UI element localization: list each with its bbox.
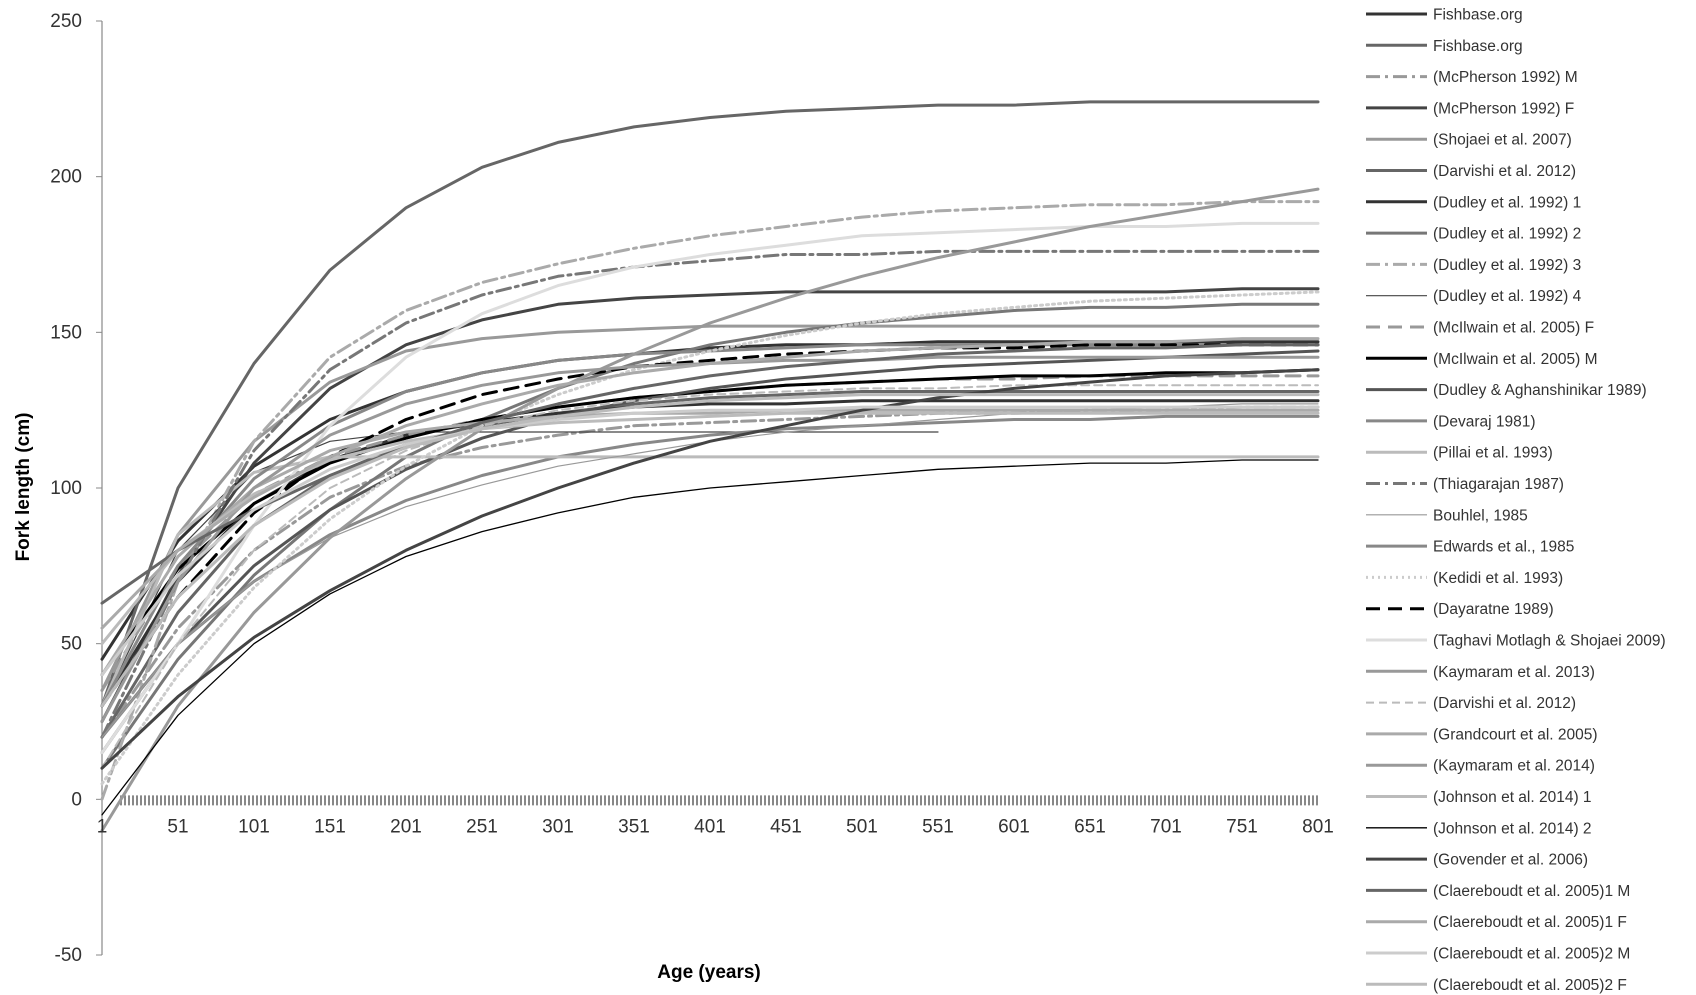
- series-line-17: [101, 403, 1319, 738]
- legend-label: (Claereboudt et al. 2005)2 M: [1433, 946, 1630, 963]
- series-line-10: [101, 431, 939, 707]
- series-line-4: [100, 287, 1320, 723]
- y-tick-label: 200: [50, 167, 82, 188]
- legend-label: (Kaymaram et al. 2014): [1433, 758, 1595, 775]
- legend-label: (Claereboudt et al. 2005)2 F: [1433, 977, 1627, 994]
- y-tick-label: 100: [50, 478, 82, 499]
- x-tick-label: 351: [618, 816, 650, 837]
- legend-label: (McIlwain et al. 2005) F: [1433, 320, 1594, 337]
- legend: Fishbase.org Fishbase.org (McPherson 1992)…: [1366, 7, 1666, 994]
- series-line-24: [100, 408, 1320, 677]
- x-tick-label: 201: [390, 816, 422, 837]
- series-line-2: [100, 100, 1320, 708]
- legend-label: (Shojaei et al. 2007): [1433, 132, 1572, 149]
- legend-label: (McPherson 1992) M: [1433, 69, 1578, 86]
- legend-label: Bouhlel, 1985: [1433, 507, 1528, 524]
- legend-label: (Dudley et al. 1992) 1: [1433, 194, 1581, 211]
- legend-label: (Claereboudt et al. 2005)1 F: [1433, 914, 1627, 931]
- x-tick-label: 101: [238, 816, 270, 837]
- legend-label: (Dudley et al. 1992) 2: [1433, 226, 1581, 243]
- legend-label: (Dudley & Aghanshinikar 1989): [1433, 382, 1647, 399]
- series-line-9: [100, 200, 1320, 801]
- legend-label: (McPherson 1992) F: [1433, 100, 1574, 117]
- series-line-30: [100, 337, 1320, 630]
- legend-label: (McIlwain et al. 2005) M: [1433, 351, 1598, 368]
- legend-label: (Dayaratne 1989): [1433, 601, 1554, 618]
- x-tick-label: 301: [542, 816, 574, 837]
- legend-label: (Darvishi et al. 2012): [1433, 163, 1576, 180]
- x-tick-label: 701: [1150, 816, 1182, 837]
- x-tick-label: 751: [1226, 816, 1258, 837]
- x-tick-label: 151: [314, 816, 346, 837]
- legend-label: Edwards et al., 1985: [1433, 539, 1574, 556]
- legend-label: (Devaraj 1981): [1433, 413, 1536, 430]
- legend-label: (Darvishi et al. 2012): [1433, 695, 1576, 712]
- series-line-16: [100, 249, 1320, 739]
- y-tick-label: -50: [55, 945, 82, 966]
- legend-label: (Claereboudt et al. 2005)1 M: [1433, 883, 1630, 900]
- y-tick-label: 50: [61, 634, 82, 655]
- series-line-19: [100, 290, 1320, 786]
- series-line-29: [100, 343, 1320, 605]
- y-axis-title: Fork length (cm): [13, 413, 34, 562]
- series-line-20: [100, 343, 1320, 708]
- series-line-21: [100, 221, 1320, 755]
- series-line-27: [101, 459, 1319, 816]
- series-line-14: [100, 414, 1320, 739]
- legend-label: (Kedidi et al. 1993): [1433, 570, 1563, 587]
- x-tick-label: 251: [466, 816, 498, 837]
- series-line-8: [100, 302, 1320, 770]
- x-tick-label: 651: [1074, 816, 1106, 837]
- legend-label: Fishbase.org: [1433, 38, 1523, 55]
- x-tick-label: 501: [846, 816, 878, 837]
- legend-label: (Dudley et al. 1992) 3: [1433, 257, 1581, 274]
- x-tick-label: 1: [97, 816, 108, 837]
- legend-label: (Kaymaram et al. 2013): [1433, 664, 1595, 681]
- y-tick-label: 250: [50, 11, 82, 32]
- legend-label: (Dudley et al. 1992) 4: [1433, 288, 1582, 305]
- legend-label: (Pillai et al. 1993): [1433, 445, 1553, 462]
- series-line-13: [100, 349, 1320, 755]
- legend-label: (Govender et al. 2006): [1433, 852, 1588, 869]
- y-tick-label: 150: [50, 322, 82, 343]
- x-tick-label: 451: [770, 816, 802, 837]
- series-line-31: [100, 405, 1320, 677]
- series-line-23: [101, 384, 1319, 770]
- x-tick-label: 551: [922, 816, 954, 837]
- x-tick-label: 401: [694, 816, 726, 837]
- legend-label: (Grandcourt et al. 2005): [1433, 726, 1598, 743]
- series-line-6: [100, 390, 1320, 739]
- legend-label: (Thiagarajan 1987): [1433, 476, 1564, 493]
- x-tick-label: 801: [1302, 816, 1334, 837]
- x-axis-title: Age (years): [657, 962, 761, 983]
- legend-label: (Taghavi Motlagh & Shojaei 2009): [1433, 633, 1666, 650]
- legend-label: Fishbase.org: [1433, 7, 1523, 24]
- legend-label: (Johnson et al. 2014) 1: [1433, 789, 1592, 806]
- series-line-32: [100, 393, 1320, 708]
- series-lines: [100, 100, 1320, 832]
- x-tick-label: 51: [167, 816, 188, 837]
- series-line-5: [100, 324, 1320, 692]
- legend-label: (Johnson et al. 2014) 2: [1433, 820, 1592, 837]
- series-line-22: [100, 187, 1320, 832]
- series-line-28: [100, 368, 1320, 770]
- x-tick-label: 601: [998, 816, 1030, 837]
- y-tick-label: 0: [71, 789, 82, 810]
